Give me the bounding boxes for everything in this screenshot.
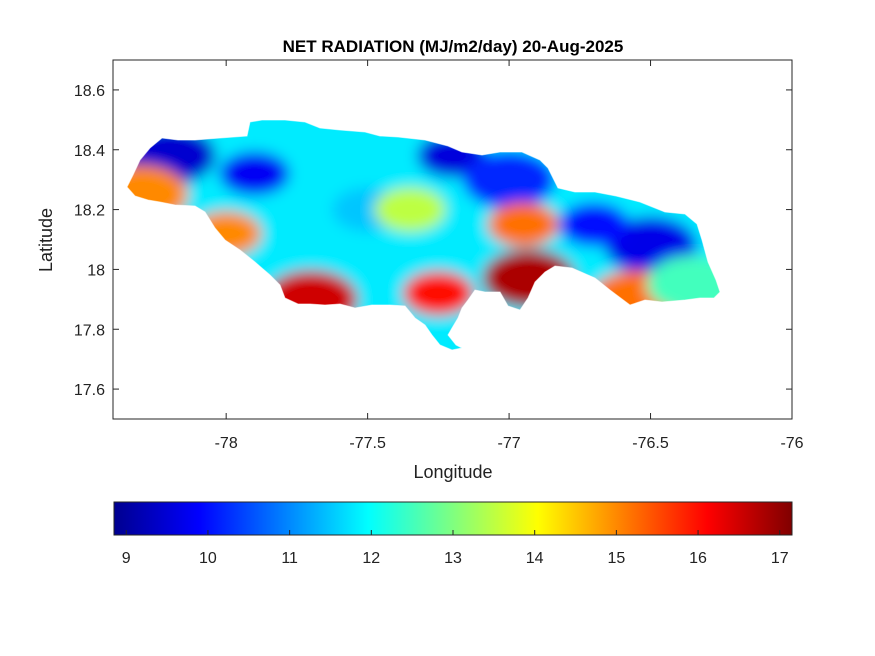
- field-blob: [219, 151, 290, 196]
- y-tick-label: 18.4: [74, 143, 105, 160]
- colorbar-tick-label: 12: [362, 550, 380, 567]
- x-axis: -78 -77.5 -77 -76.5 -76: [215, 60, 804, 452]
- colorbar-tick-label: 9: [122, 550, 131, 567]
- x-tick-label: -76.5: [632, 435, 669, 452]
- y-axis: 17.6 17.8 18 18.2 18.4 18.6: [74, 83, 792, 399]
- colorbar-tick-label: 13: [444, 550, 462, 567]
- colorbar: [113, 501, 793, 536]
- y-tick-label: 18: [87, 262, 105, 279]
- field-blob: [558, 202, 630, 247]
- x-tick-label: -77.5: [349, 435, 386, 452]
- colorbar-tick-label: 11: [281, 550, 298, 567]
- colorbar-tick-label: 10: [199, 550, 217, 567]
- x-tick-label: -77: [498, 435, 521, 452]
- x-axis-label: Longitude: [413, 462, 492, 482]
- y-tick-label: 17.6: [74, 382, 105, 399]
- field-blob: [374, 187, 446, 232]
- colorbar-tick-label: 14: [526, 550, 544, 567]
- colorbar-ticks: 9 10 11 12 13 14 15 16 17: [122, 530, 789, 567]
- colorbar-tick-label: 16: [689, 550, 707, 567]
- field-blob: [462, 150, 556, 209]
- y-axis-label: Latitude: [36, 208, 56, 272]
- colorbar-tick-label: 17: [771, 550, 789, 567]
- field-blob: [403, 271, 474, 316]
- colorbar-tick-label: 15: [607, 550, 625, 567]
- x-tick-label: -78: [215, 435, 238, 452]
- y-tick-label: 18.6: [74, 83, 105, 100]
- field-blob: [488, 202, 559, 247]
- chart-title: NET RADIATION (MJ/m2/day) 20-Aug-2025: [283, 37, 624, 56]
- y-tick-label: 18.2: [74, 203, 105, 220]
- y-tick-label: 17.8: [74, 322, 105, 339]
- x-tick-label: -76: [780, 435, 803, 452]
